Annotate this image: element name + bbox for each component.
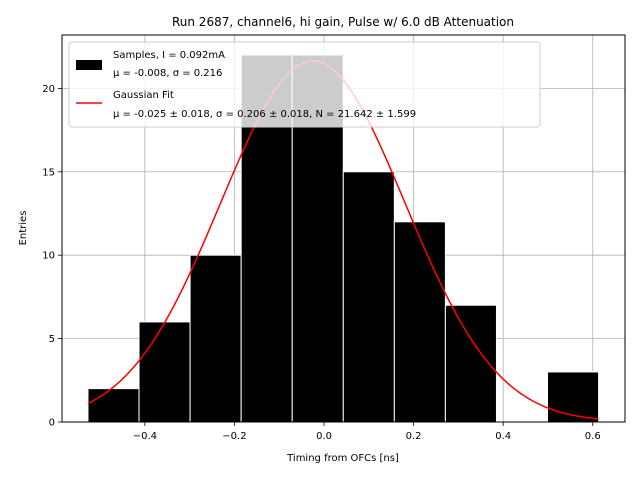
legend-fit-line2: μ = -0.025 ± 0.018, σ = 0.206 ± 0.018, N… — [113, 109, 416, 120]
legend-samples-line1: Samples, I = 0.092mA — [113, 50, 225, 61]
y-axis-ticks: 0 5 10 15 20 — [42, 84, 62, 429]
x-tick-label: 0.0 — [316, 431, 332, 442]
y-tick-label: 5 — [49, 334, 55, 345]
histogram-bar — [393, 221, 446, 423]
histogram-bar — [87, 388, 140, 423]
y-tick-label: 0 — [49, 418, 55, 429]
x-axis-ticks: −0.4 −0.2 0.0 0.2 0.4 0.6 — [133, 422, 601, 442]
legend-samples-line2: μ = -0.008, σ = 0.216 — [113, 68, 222, 79]
legend-box — [68, 41, 541, 128]
y-tick-label: 10 — [42, 251, 55, 262]
x-axis-label: Timing from OFCs [ns] — [286, 453, 399, 464]
y-tick-label: 20 — [42, 84, 55, 95]
x-tick-label: −0.2 — [222, 431, 246, 442]
x-tick-label: −0.4 — [133, 431, 157, 442]
x-tick-label: 0.2 — [406, 431, 422, 442]
histogram-bar — [189, 254, 242, 423]
histogram-bar — [444, 304, 497, 423]
histogram-bar — [138, 321, 191, 423]
legend: Samples, I = 0.092mA μ = -0.008, σ = 0.2… — [68, 41, 541, 128]
chart-title: Run 2687, channel6, hi gain, Pulse w/ 6.… — [172, 15, 514, 29]
x-tick-label: 0.6 — [585, 431, 601, 442]
histogram-bar — [547, 371, 600, 423]
y-axis-label: Entries — [18, 211, 29, 246]
plot-frame — [61, 34, 626, 423]
y-tick-label: 15 — [42, 167, 55, 178]
histogram-bar — [342, 171, 395, 423]
legend-samples-swatch — [76, 60, 102, 70]
x-tick-label: 0.4 — [495, 431, 511, 442]
legend-fit-line1: Gaussian Fit — [113, 90, 174, 101]
